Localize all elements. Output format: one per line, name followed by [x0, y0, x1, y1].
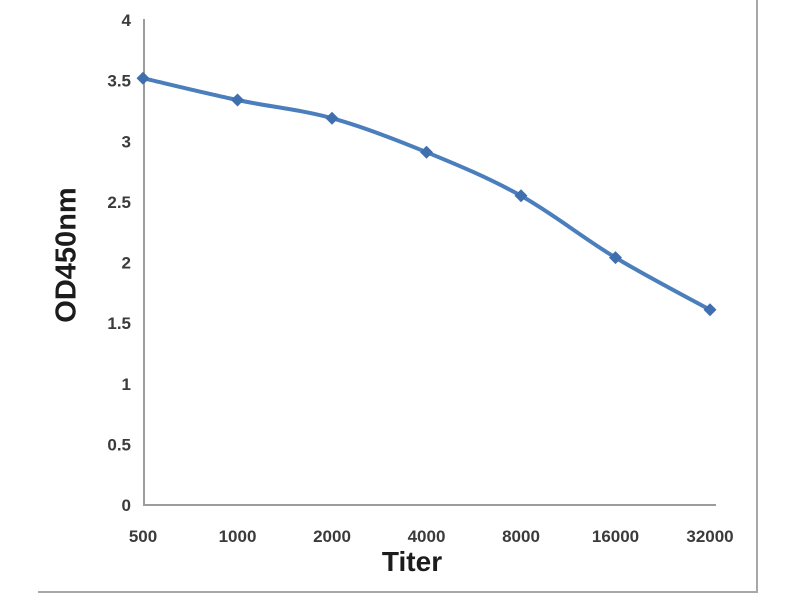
series-line: [141, 76, 712, 312]
x-tick-label: 8000: [502, 527, 540, 546]
x-tick-label: 500: [129, 527, 157, 546]
data-point-marker: [420, 145, 433, 159]
x-tick-label: 1000: [219, 527, 257, 546]
y-tick-label: 3.5: [107, 72, 131, 91]
x-tick-label: 2000: [313, 527, 351, 546]
data-point-marker: [136, 71, 150, 85]
x-tick-label: 4000: [408, 527, 446, 546]
y-tick-label: 2.5: [107, 193, 131, 212]
data-point-marker: [703, 303, 717, 317]
x-tick-label: 32000: [686, 527, 733, 546]
x-tick-label: 16000: [592, 527, 639, 546]
data-point-marker: [231, 93, 244, 107]
x-axis-title: Titer: [381, 546, 443, 577]
y-tick-label: 2: [122, 254, 131, 273]
y-tick-label: 1.5: [107, 314, 131, 333]
data-point-marker: [325, 111, 339, 125]
y-tick-label: 4: [122, 11, 132, 30]
y-tick-label: 0.5: [107, 435, 131, 454]
y-tick-label: 0: [122, 496, 131, 515]
data-point-marker: [609, 251, 622, 265]
data-point-marker: [514, 189, 528, 203]
y-tick-label: 3: [122, 132, 131, 151]
y-tick-label: 1: [122, 375, 131, 394]
y-axis-title: OD450nm: [50, 187, 83, 323]
